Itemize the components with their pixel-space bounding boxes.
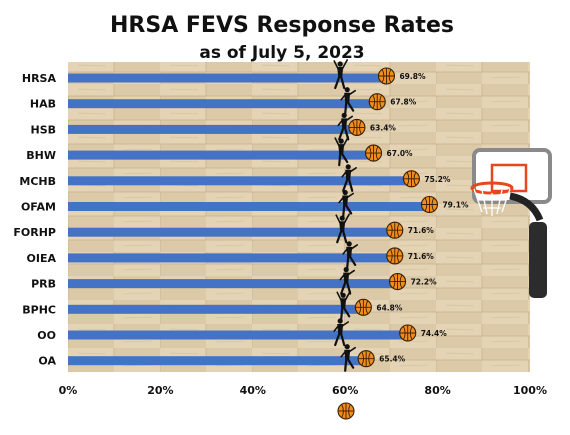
basketball-icon xyxy=(420,195,438,214)
x-tick-label: 40% xyxy=(240,384,266,397)
bar xyxy=(68,227,399,237)
x-tick-label: 100% xyxy=(513,384,547,397)
basketball-icon xyxy=(386,247,404,265)
x-tick-label: 60% xyxy=(332,384,358,397)
bar-row: OO 74.4% xyxy=(37,318,448,347)
legend-basketball-icon xyxy=(337,402,355,420)
basketball-icon xyxy=(364,144,383,162)
player-silhouette-icon xyxy=(339,267,355,295)
data-label: 63.4% xyxy=(370,123,397,132)
bar xyxy=(68,253,399,263)
bar-row: BPHC 64.8% xyxy=(22,290,403,321)
basketball-icon xyxy=(386,221,404,239)
x-tick-label: 20% xyxy=(147,384,173,397)
bar xyxy=(68,176,416,186)
x-tick-label: 80% xyxy=(424,384,450,397)
player-silhouette-icon xyxy=(340,344,356,372)
basketball-icon xyxy=(389,273,407,291)
player-silhouette-icon xyxy=(342,241,358,269)
bar-row: HAB 67.8% xyxy=(30,87,417,115)
player-silhouette-icon xyxy=(341,164,357,192)
bar xyxy=(68,124,361,134)
player-silhouette-icon xyxy=(334,136,349,167)
category-label: PRB xyxy=(31,278,56,291)
category-label: BHW xyxy=(26,149,56,162)
bar xyxy=(68,356,371,366)
chart-title: HRSA FEVS Response Rates xyxy=(110,13,454,38)
category-label: FORHP xyxy=(13,226,56,239)
bar-row: HRSA 69.8% xyxy=(22,59,426,90)
basketball-hoop-icon xyxy=(470,148,552,298)
basketball-icon xyxy=(357,350,375,368)
category-label: OO xyxy=(37,329,56,342)
legend xyxy=(337,402,355,420)
data-label: 71.6% xyxy=(408,252,435,261)
data-label: 69.8% xyxy=(399,72,426,81)
bar-row: PRB 72.2% xyxy=(31,267,438,295)
data-label: 67.8% xyxy=(390,98,417,107)
data-label: 65.4% xyxy=(379,355,406,364)
data-label: 71.6% xyxy=(408,226,435,235)
player-silhouette-icon xyxy=(340,87,356,115)
category-label: OIEA xyxy=(27,252,57,265)
bar-row: HSB 63.4% xyxy=(30,112,397,141)
player-silhouette-icon xyxy=(336,290,351,321)
bar xyxy=(68,99,382,109)
category-label: MCHB xyxy=(19,175,56,188)
category-label: HSB xyxy=(30,123,56,136)
basketball-icon xyxy=(399,324,417,342)
basketball-icon xyxy=(354,298,372,316)
court-floor xyxy=(68,62,530,372)
x-tick-label: 0% xyxy=(59,384,78,397)
data-label: 79.1% xyxy=(442,201,469,210)
basketball-icon xyxy=(348,118,366,136)
bar-row: OA 65.4% xyxy=(38,344,406,372)
bar-row: MCHB 75.2% xyxy=(19,164,451,192)
player-silhouette-icon xyxy=(333,318,349,347)
bar xyxy=(68,279,402,289)
data-label: 75.2% xyxy=(424,175,451,184)
bar xyxy=(68,330,412,340)
player-silhouette-icon xyxy=(333,59,348,90)
bar xyxy=(68,202,434,211)
bar-row: OFAM 79.1% xyxy=(21,189,469,218)
bar-row: BHW 67.0% xyxy=(26,136,414,167)
basketball-icon xyxy=(368,93,386,111)
bar xyxy=(68,73,391,83)
player-silhouette-icon xyxy=(338,189,354,218)
chart-subtitle: as of July 5, 2023 xyxy=(199,43,364,63)
bar xyxy=(68,150,378,160)
basketball-icon xyxy=(377,67,396,85)
bar xyxy=(68,304,368,314)
bar-row: FORHP 71.6% xyxy=(13,213,435,244)
x-axis: 0% 20% 40% 60% 80% 100% xyxy=(59,384,547,397)
category-label: OA xyxy=(38,355,56,368)
category-label: HAB xyxy=(30,98,56,111)
data-label: 67.0% xyxy=(387,149,414,158)
bars-layer: HRSA 69.8% HAB 67.8% HSB 63.4% BHW 67.0% MCHB 75.… xyxy=(13,59,469,372)
basketball-icon xyxy=(402,170,420,188)
category-label: BPHC xyxy=(22,303,56,316)
player-silhouette-icon xyxy=(335,213,350,244)
data-label: 74.4% xyxy=(421,329,448,338)
category-label: OFAM xyxy=(21,201,56,214)
player-silhouette-icon xyxy=(337,112,353,141)
category-label: HRSA xyxy=(22,72,57,85)
data-label: 72.2% xyxy=(411,278,438,287)
data-label: 64.8% xyxy=(376,303,403,312)
bar-row: OIEA 71.6% xyxy=(27,241,435,269)
